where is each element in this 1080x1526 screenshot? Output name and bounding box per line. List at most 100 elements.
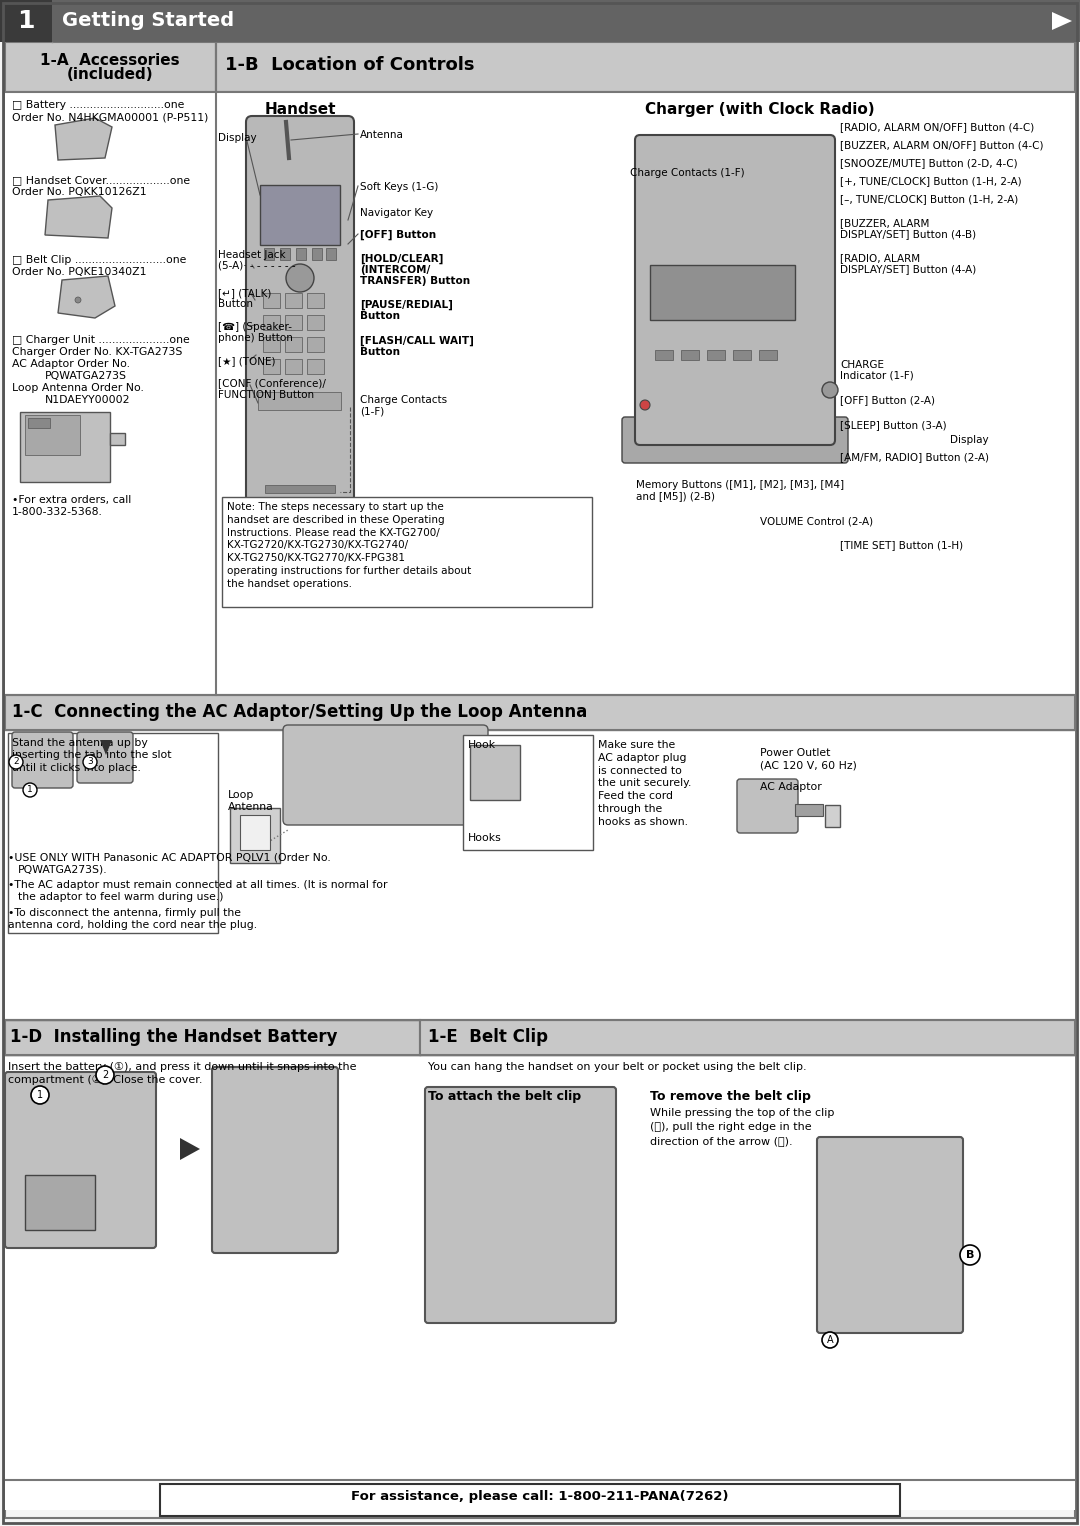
- Text: □ Belt Clip ...........................one: □ Belt Clip ...........................o…: [12, 255, 187, 266]
- Text: Charge Contacts: Charge Contacts: [360, 395, 447, 404]
- Text: Loop Antenna Order No.: Loop Antenna Order No.: [12, 383, 144, 394]
- Text: Memory Buttons ([M1], [M2], [M3], [M4]: Memory Buttons ([M1], [M2], [M3], [M4]: [636, 481, 845, 490]
- Bar: [285, 293, 302, 308]
- Text: Handset: Handset: [265, 102, 336, 118]
- Bar: [463, 736, 593, 850]
- Bar: [312, 249, 322, 259]
- Text: □ Handset Cover...................one: □ Handset Cover...................one: [12, 175, 190, 185]
- Bar: [240, 815, 270, 850]
- FancyBboxPatch shape: [816, 1137, 963, 1334]
- Circle shape: [31, 1087, 49, 1103]
- Polygon shape: [1052, 12, 1072, 31]
- Text: 2: 2: [102, 1070, 108, 1080]
- FancyBboxPatch shape: [426, 1087, 616, 1323]
- Bar: [420, 1019, 1075, 1054]
- Text: □ Battery ............................one: □ Battery ............................on…: [12, 101, 185, 110]
- Text: Note: The steps necessary to start up the
handset are described in these Operati: Note: The steps necessary to start up th…: [227, 502, 471, 589]
- Text: 1-D  Installing the Handset Battery: 1-D Installing the Handset Battery: [10, 1029, 337, 1045]
- Text: 1-B  Location of Controls: 1-B Location of Controls: [225, 56, 474, 73]
- Text: AC Adaptor: AC Adaptor: [760, 781, 822, 792]
- Text: 1-800-332-5368.: 1-800-332-5368.: [12, 507, 103, 517]
- Text: B: B: [966, 1250, 974, 1260]
- Text: [RADIO, ALARM ON/OFF] Button (4-C): [RADIO, ALARM ON/OFF] Button (4-C): [840, 122, 1035, 133]
- Text: Headset Jack: Headset Jack: [218, 250, 285, 259]
- Bar: [160, 1483, 900, 1515]
- Text: Stand the antenna up by
inserting the tab into the slot
until it clicks into pla: Stand the antenna up by inserting the ta…: [12, 739, 172, 772]
- Text: [BUZZER, ALARM: [BUZZER, ALARM: [840, 218, 930, 227]
- Text: Hooks: Hooks: [468, 833, 502, 842]
- Bar: [222, 497, 592, 607]
- Text: You can hang the handset on your belt or pocket using the belt clip.: You can hang the handset on your belt or…: [428, 1062, 807, 1071]
- Circle shape: [822, 1332, 838, 1347]
- Text: 1-A  Accessories: 1-A Accessories: [40, 53, 179, 69]
- Circle shape: [23, 783, 37, 797]
- Text: Hook: Hook: [468, 740, 496, 749]
- Text: 3: 3: [87, 757, 93, 766]
- Polygon shape: [55, 118, 112, 160]
- Bar: [825, 806, 840, 827]
- Text: •USE ONLY WITH Panasonic AC ADAPTOR PQLV1 (Order No.: •USE ONLY WITH Panasonic AC ADAPTOR PQLV…: [8, 852, 330, 862]
- Text: Button: Button: [360, 311, 400, 320]
- Text: Button: Button: [360, 346, 400, 357]
- Bar: [264, 359, 280, 374]
- Bar: [326, 249, 336, 259]
- FancyBboxPatch shape: [635, 134, 835, 446]
- Bar: [264, 293, 280, 308]
- Bar: [260, 185, 340, 246]
- Text: [AM/FM, RADIO] Button (2-A): [AM/FM, RADIO] Button (2-A): [840, 452, 989, 462]
- Text: (AC 120 V, 60 Hz): (AC 120 V, 60 Hz): [760, 760, 856, 771]
- Text: antenna cord, holding the cord near the plug.: antenna cord, holding the cord near the …: [8, 920, 257, 929]
- Circle shape: [83, 755, 97, 769]
- Circle shape: [96, 1067, 114, 1083]
- FancyBboxPatch shape: [283, 725, 488, 826]
- FancyBboxPatch shape: [77, 732, 133, 783]
- Bar: [110, 433, 125, 446]
- Text: PQWATGA273S: PQWATGA273S: [45, 371, 127, 382]
- Text: TRANSFER) Button: TRANSFER) Button: [360, 276, 470, 285]
- Text: FUNCTION] Button: FUNCTION] Button: [218, 389, 314, 398]
- Bar: [25, 1175, 95, 1230]
- Bar: [0, 0, 52, 43]
- Text: Charger (with Clock Radio): Charger (with Clock Radio): [645, 102, 875, 118]
- Text: VOLUME Control (2-A): VOLUME Control (2-A): [760, 516, 873, 526]
- Text: [FLASH/CALL WAIT]: [FLASH/CALL WAIT]: [360, 336, 474, 346]
- FancyBboxPatch shape: [12, 732, 73, 787]
- Text: [CONF (Conference)/: [CONF (Conference)/: [218, 378, 326, 388]
- Text: N1DAEYY00002: N1DAEYY00002: [45, 395, 131, 404]
- Text: To attach the belt clip: To attach the belt clip: [428, 1090, 581, 1103]
- Text: Power Outlet: Power Outlet: [760, 748, 831, 758]
- Text: 1: 1: [37, 1090, 43, 1100]
- Bar: [296, 249, 306, 259]
- Text: Navigator Key: Navigator Key: [360, 208, 433, 218]
- Bar: [795, 804, 823, 816]
- Text: [RADIO, ALARM: [RADIO, ALARM: [840, 253, 920, 262]
- Bar: [230, 807, 280, 864]
- Text: (included): (included): [67, 67, 153, 82]
- FancyBboxPatch shape: [212, 1067, 338, 1253]
- Circle shape: [960, 1245, 980, 1265]
- Text: Getting Started: Getting Started: [62, 12, 234, 31]
- Bar: [5, 1054, 420, 1511]
- Bar: [0, 0, 1080, 43]
- Bar: [5, 43, 216, 92]
- Bar: [285, 359, 302, 374]
- Bar: [5, 92, 216, 694]
- FancyBboxPatch shape: [737, 778, 798, 833]
- Text: PQWATGA273S).: PQWATGA273S).: [18, 864, 108, 874]
- Text: •To disconnect the antenna, firmly pull the: •To disconnect the antenna, firmly pull …: [8, 908, 241, 919]
- Text: For assistance, please call: 1-800-211-PANA(7262): For assistance, please call: 1-800-211-P…: [351, 1489, 729, 1503]
- Bar: [264, 314, 280, 330]
- Bar: [280, 249, 291, 259]
- Text: (INTERCOM/: (INTERCOM/: [360, 266, 430, 275]
- Text: [BUZZER, ALARM ON/OFF] Button (4-C): [BUZZER, ALARM ON/OFF] Button (4-C): [840, 140, 1043, 150]
- Text: and [M5]) (2-B): and [M5]) (2-B): [636, 491, 715, 501]
- Bar: [5, 694, 1075, 729]
- Text: 1: 1: [17, 9, 35, 34]
- Text: Loop
Antenna: Loop Antenna: [228, 790, 273, 812]
- Text: •The AC adaptor must remain connected at all times. (It is normal for: •The AC adaptor must remain connected at…: [8, 881, 388, 890]
- Text: Antenna: Antenna: [360, 130, 404, 140]
- Bar: [28, 418, 50, 427]
- Text: Display: Display: [950, 435, 988, 446]
- Text: (1-F): (1-F): [360, 406, 384, 417]
- Text: [★] (TONE): [★] (TONE): [218, 356, 275, 366]
